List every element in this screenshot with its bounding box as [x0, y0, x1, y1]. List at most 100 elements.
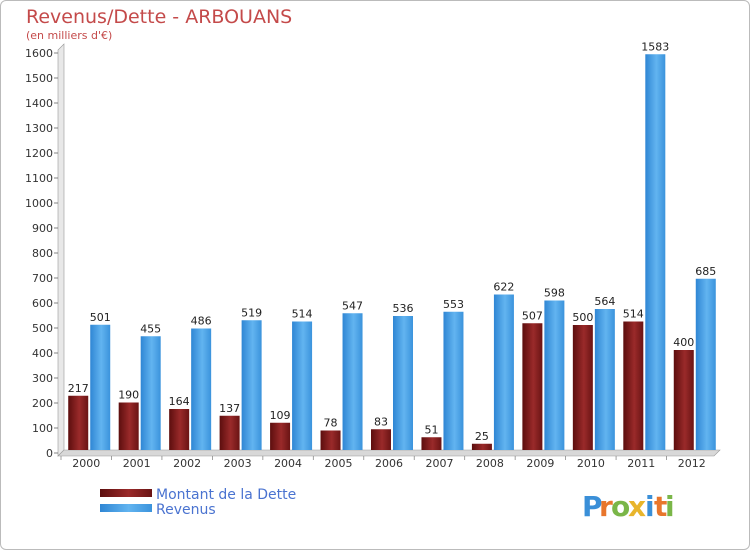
legend: Montant de la Dette Revenus: [100, 487, 296, 518]
debt-bar: [522, 323, 543, 450]
x-tick-label: 2008: [476, 457, 504, 470]
bars: [68, 54, 716, 450]
y-axis-wall: [57, 43, 65, 457]
debt-value-label: 500: [572, 311, 593, 324]
logo-letter: o: [611, 490, 630, 523]
y-tick-label: 100: [32, 422, 53, 435]
revenus-bar: [443, 311, 464, 450]
revenus-value-label: 622: [493, 281, 514, 294]
debt-bar: [623, 321, 644, 450]
logo-letter: i: [645, 490, 655, 523]
logo-letter: i: [665, 490, 675, 523]
x-tick-label: 2009: [526, 457, 554, 470]
y-tick-label: 700: [32, 272, 53, 285]
x-tick-label: 2012: [678, 457, 706, 470]
logo-letter: t: [654, 490, 667, 523]
revenus-value-label: 553: [443, 298, 464, 311]
y-tick-label: 900: [32, 222, 53, 235]
y-tick-label: 300: [32, 372, 53, 385]
revenus-value-label: 547: [342, 299, 363, 312]
revenus-bar: [645, 54, 666, 450]
revenus-value-label: 519: [241, 306, 262, 319]
revenus-value-label: 598: [544, 287, 565, 300]
revenus-value-label: 501: [90, 311, 111, 324]
revenus-bar: [594, 309, 615, 450]
revenus-value-label: 514: [292, 308, 313, 321]
chart-subtitle: (en milliers d'€): [26, 29, 112, 42]
x-tick-label: 2011: [627, 457, 655, 470]
debt-value-label: 400: [673, 336, 694, 349]
y-tick-label: 1300: [25, 122, 53, 135]
revenus-bar: [342, 313, 363, 450]
logo-letter: P: [582, 490, 603, 523]
y-tick-label: 400: [32, 347, 53, 360]
debt-bar: [169, 409, 190, 450]
x-tick-label: 2010: [577, 457, 605, 470]
revenus-value-label: 486: [191, 315, 212, 328]
legend-swatch-debt: [100, 489, 152, 497]
x-tick-label: 2002: [173, 457, 201, 470]
y-tick-label: 1500: [25, 72, 53, 85]
y-tick-label: 600: [32, 297, 53, 310]
y-tick-label: 1000: [25, 197, 53, 210]
y-tick-label: 800: [32, 247, 53, 260]
debt-value-label: 164: [169, 395, 190, 408]
logo-letter: x: [628, 490, 646, 523]
y-tick-label: 0: [46, 447, 53, 460]
y-tick-label: 200: [32, 397, 53, 410]
debt-bar: [270, 422, 291, 450]
revenus-bar: [493, 294, 514, 450]
y-tick-label: 1400: [25, 97, 53, 110]
revenus-value-label: 685: [695, 265, 716, 278]
chart-title: Revenus/Dette - ARBOUANS: [26, 6, 292, 28]
debt-value-label: 507: [522, 309, 543, 322]
debt-value-label: 217: [68, 382, 89, 395]
revenus-bar: [292, 321, 313, 450]
revenus-bar: [695, 278, 716, 450]
y-tick-label: 1200: [25, 147, 53, 160]
debt-bar: [471, 443, 492, 450]
debt-value-label: 83: [374, 415, 388, 428]
y-tick-label: 1600: [25, 47, 53, 60]
x-tick-label: 2004: [274, 457, 302, 470]
value-labels: 217 501 190 455 164 486 137 519 109 514 78 547 83 536…: [68, 40, 717, 443]
x-tick-label: 2000: [72, 457, 100, 470]
x-tick-label: 2003: [224, 457, 252, 470]
x-tick-label: 2006: [375, 457, 403, 470]
debt-value-label: 78: [324, 417, 338, 430]
debt-bar: [421, 437, 442, 450]
y-tick-label: 1100: [25, 172, 53, 185]
debt-bar: [118, 402, 139, 450]
legend-swatch-revenus: [100, 504, 152, 512]
debt-value-label: 137: [219, 402, 240, 415]
legend-label-debt: Montant de la Dette: [156, 487, 296, 503]
y-tick-label: 500: [32, 322, 53, 335]
revenus-value-label: 1583: [641, 40, 669, 53]
x-tick-label: 2001: [123, 457, 151, 470]
debt-bar: [572, 325, 593, 450]
debt-value-label: 190: [118, 389, 139, 402]
legend-label-revenus: Revenus: [156, 502, 216, 518]
debt-bar: [673, 350, 694, 450]
revenus-bar: [393, 316, 413, 450]
debt-value-label: 25: [475, 430, 489, 443]
debt-bar: [219, 415, 240, 450]
x-axis-floor: [57, 449, 721, 457]
debt-value-label: 51: [424, 423, 438, 436]
revenus-value-label: 455: [140, 322, 161, 335]
revenus-bar: [241, 320, 262, 450]
revenus-bar: [90, 324, 111, 450]
debt-value-label: 514: [623, 308, 644, 321]
axes: 0 100 200 300 400 500 600 700 800 900 1000 1100 1200…: [25, 43, 721, 470]
revenus-value-label: 564: [594, 295, 615, 308]
x-tick-label: 2007: [425, 457, 453, 470]
revenus-bar: [544, 300, 565, 450]
debt-bar: [320, 430, 341, 450]
x-tick-label: 2005: [325, 457, 353, 470]
debt-bar: [371, 429, 391, 450]
debt-value-label: 109: [270, 409, 291, 422]
revenus-bar: [140, 336, 161, 450]
